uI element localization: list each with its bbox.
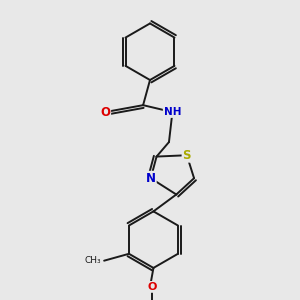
- Text: NH: NH: [164, 107, 181, 117]
- Text: O: O: [100, 106, 110, 118]
- Text: N: N: [146, 172, 156, 185]
- Text: O: O: [147, 282, 156, 292]
- Text: CH₃: CH₃: [84, 256, 101, 265]
- Text: S: S: [183, 149, 191, 162]
